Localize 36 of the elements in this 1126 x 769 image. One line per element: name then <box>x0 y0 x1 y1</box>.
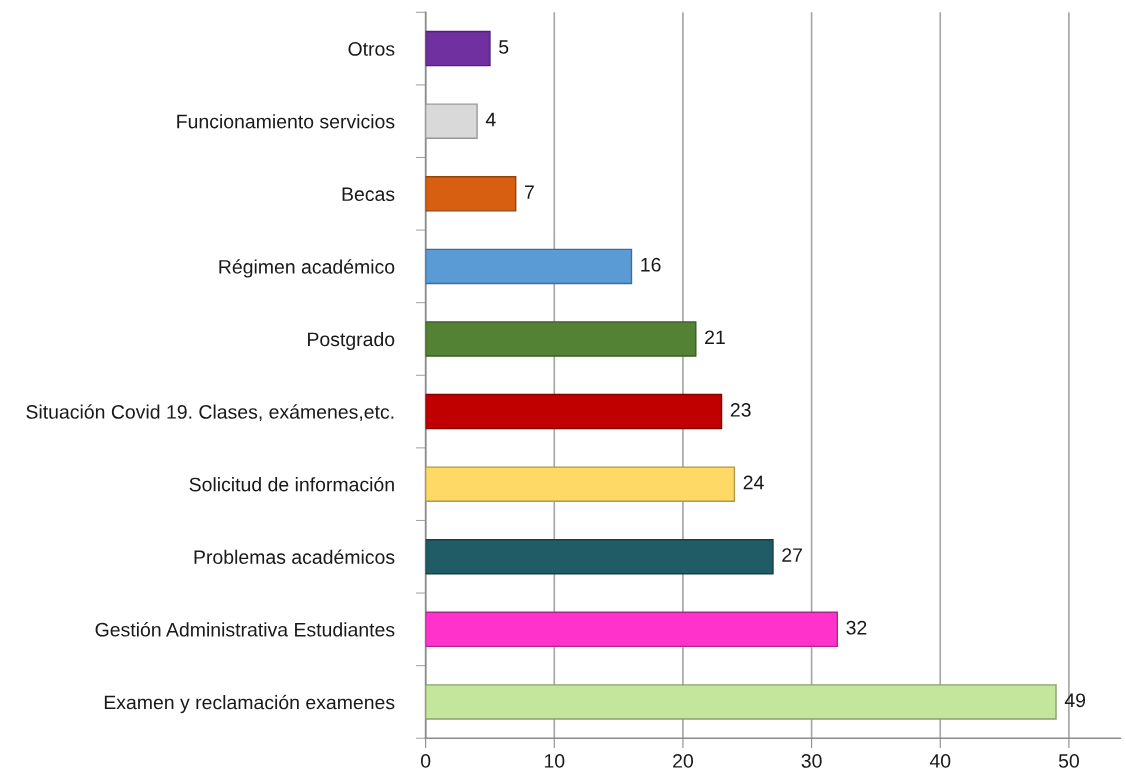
y-tick-label: Otros <box>348 42 395 56</box>
data-label: 16 <box>641 257 661 272</box>
y-tick-label: Postgrado <box>308 331 395 351</box>
y-tick-label: Examen y reclamación examenes <box>104 694 395 714</box>
x-tick-label: 30 <box>801 754 822 768</box>
bar <box>425 248 633 285</box>
bar <box>425 393 723 430</box>
data-label: 24 <box>743 475 764 490</box>
x-tick-label: 50 <box>1058 754 1079 768</box>
y-tick-label: Régimen académico <box>219 259 395 278</box>
data-label: 27 <box>782 548 802 562</box>
data-label: 23 <box>730 403 751 417</box>
data-label: 32 <box>846 620 867 635</box>
bar <box>425 611 839 648</box>
bar <box>425 466 736 502</box>
x-tick-label: 10 <box>544 754 565 768</box>
data-label: 7 <box>525 185 534 199</box>
bar <box>425 103 478 139</box>
y-tick-label: Problemas académicos <box>194 549 395 564</box>
y-tick-label: Funcionamiento servicios <box>177 114 395 129</box>
y-tick-label: Gestión Administrativa Estudiantes <box>95 622 395 637</box>
bar <box>425 539 774 575</box>
data-label: 49 <box>1064 693 1086 708</box>
data-label: 4 <box>485 112 496 127</box>
x-tick-label: 40 <box>929 754 951 768</box>
bar <box>425 30 491 67</box>
x-tick-label: 0 <box>420 754 431 768</box>
bar <box>425 684 1057 720</box>
data-label: 5 <box>499 40 509 54</box>
bar <box>425 176 517 212</box>
y-tick-label: Solicitud de información <box>189 476 394 492</box>
data-label: 21 <box>705 330 725 344</box>
y-tick-label: Situación Covid 19. Clases, exámenes,etc. <box>26 404 394 422</box>
y-tick-label: Becas <box>342 187 395 202</box>
bar <box>425 321 697 357</box>
x-tick-label: 20 <box>673 754 693 768</box>
